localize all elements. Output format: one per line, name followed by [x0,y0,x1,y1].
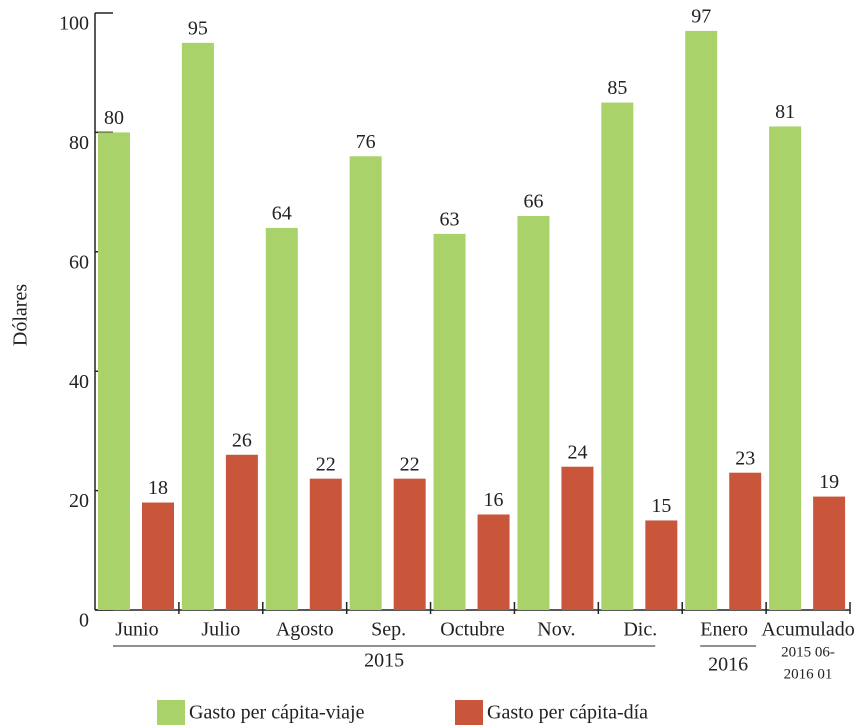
bar [685,30,718,611]
value-label: 97 [691,6,711,28]
x-tick-label: Nov. [537,619,575,641]
bar [561,466,594,610]
y-tick-label: 60 [69,251,89,273]
bar [769,126,802,611]
value-label: 19 [819,471,839,493]
bar [433,233,466,610]
x-tick-label: Julio [201,619,240,641]
y-tick-label: 20 [69,490,89,512]
y-tick-label: 40 [69,371,89,393]
bar [349,156,382,610]
value-label: 16 [484,489,504,511]
value-label: 85 [607,77,627,99]
bar [601,102,634,611]
bar [645,520,678,610]
bar [813,496,846,610]
value-label: 76 [356,131,376,153]
x-tick-label: Enero [700,619,748,641]
value-label: 81 [775,101,795,123]
bar [265,227,298,611]
value-label: 64 [272,203,292,225]
legend-swatch [157,700,185,725]
group-label: 2016 [708,654,748,676]
value-label: 63 [440,208,460,230]
value-label: 66 [523,191,543,213]
y-tick-label: 100 [59,13,89,35]
category-note: 2016 01 [784,666,833,682]
legend-label: Gasto per cápita-viaje [189,702,365,724]
y-tick-label: 0 [79,610,89,632]
bar [98,132,130,610]
value-label: 23 [735,447,755,469]
value-label: 26 [232,429,252,451]
bar [393,478,426,610]
bar [517,215,550,611]
x-tick-label: Agosto [276,619,334,641]
x-tick-label: Sep. [371,619,406,641]
bar [477,514,510,610]
bar [225,454,258,610]
value-label: 24 [567,441,587,463]
x-tick-label: Dic. [623,619,657,641]
value-label: 22 [316,453,336,475]
value-label: 15 [651,495,671,517]
value-label: 18 [148,477,168,499]
category-note: 2015 06- [781,644,835,660]
x-tick-label: Junio [115,619,158,641]
group-label: 2015 [364,650,404,672]
y-axis-label: Dólares [10,284,32,346]
x-tick-label: Octubre [440,619,505,641]
bar [729,472,762,610]
legend-swatch [455,700,483,725]
bar [142,502,174,610]
y-tick-label: 80 [69,132,89,154]
legend-label: Gasto per cápita-día [487,702,648,724]
value-label: 22 [400,453,420,475]
x-tick-label: Acumulado [761,619,854,641]
bar [309,478,342,610]
value-label: 80 [104,107,124,129]
value-label: 95 [188,17,208,39]
bar [181,42,214,611]
